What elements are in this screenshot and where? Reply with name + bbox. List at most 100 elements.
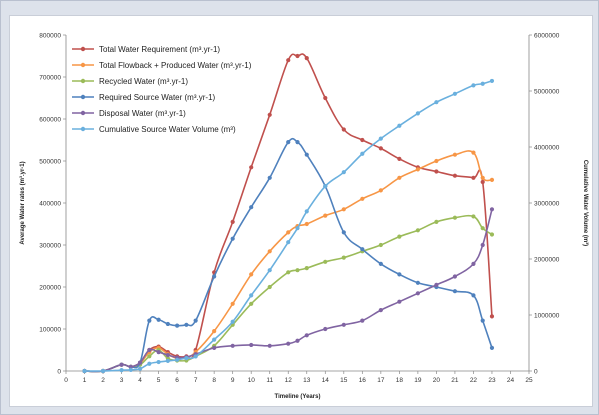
- data-point: [295, 140, 300, 145]
- data-point: [295, 226, 300, 231]
- data-point: [230, 219, 235, 224]
- legend-entry: Cumulative Source Water Volume (m³): [72, 125, 236, 134]
- data-point: [360, 151, 365, 156]
- x-tick-label: 25: [525, 377, 533, 384]
- data-point: [360, 318, 365, 323]
- data-point: [304, 221, 309, 227]
- data-point: [480, 242, 485, 248]
- series-2: [82, 214, 495, 374]
- data-point: [175, 323, 180, 328]
- data-point: [480, 179, 485, 185]
- y-tick-label: 600000: [39, 116, 61, 123]
- data-point: [471, 214, 476, 219]
- data-point: [147, 347, 152, 353]
- legend-entry: Disposal Water (m³.yr-1): [72, 109, 186, 118]
- x-tick-label: 18: [396, 377, 404, 384]
- data-point: [137, 366, 143, 371]
- y2-tick-label: 1000000: [534, 312, 560, 319]
- data-point: [128, 364, 133, 369]
- data-point: [341, 207, 346, 212]
- y2-tick-label: 2000000: [534, 256, 560, 263]
- data-point: [378, 188, 383, 193]
- y-tick-label: 400000: [39, 200, 61, 207]
- data-point: [415, 111, 420, 116]
- data-point: [415, 167, 420, 172]
- data-point: [212, 337, 217, 342]
- y-tick-label: 200000: [39, 284, 61, 291]
- data-point: [165, 352, 170, 358]
- data-point: [323, 184, 328, 189]
- data-point: [295, 268, 300, 273]
- data-point: [471, 261, 476, 266]
- data-point: [341, 230, 346, 235]
- legend-marker: [80, 110, 86, 116]
- data-point: [489, 232, 495, 237]
- data-point: [360, 196, 365, 201]
- data-point: [286, 270, 291, 275]
- series-line: [84, 214, 493, 373]
- legend-entry: Required Source Water (m³.yr-1): [72, 93, 216, 102]
- data-point: [323, 213, 328, 218]
- data-point: [193, 354, 198, 359]
- legend-marker: [80, 78, 86, 84]
- data-point: [397, 234, 402, 239]
- y-tick-label: 700000: [39, 74, 61, 81]
- data-point: [267, 268, 272, 273]
- data-point: [323, 259, 328, 264]
- y2-tick-label: 3000000: [534, 200, 560, 207]
- data-point: [489, 345, 495, 350]
- legend-label: Total Flowback + Produced Water (m³.yr-1…: [99, 61, 252, 70]
- data-point: [341, 322, 346, 327]
- data-point: [119, 362, 124, 367]
- data-point: [267, 112, 272, 117]
- data-point: [304, 266, 309, 271]
- x-tick-label: 19: [414, 377, 422, 384]
- x-tick-label: 11: [266, 377, 273, 384]
- data-point: [471, 83, 476, 88]
- data-point: [230, 319, 235, 324]
- x-tick-label: 22: [470, 377, 478, 384]
- x-tick-label: 13: [303, 377, 311, 384]
- x-tick-label: 14: [322, 377, 330, 384]
- legend-marker: [80, 46, 86, 52]
- data-point: [119, 368, 124, 373]
- data-point: [286, 140, 291, 145]
- data-point: [397, 175, 402, 180]
- data-point: [480, 318, 485, 323]
- x-tick-label: 24: [507, 377, 515, 384]
- y2-tick-label: 6000000: [534, 32, 560, 39]
- x-tick-label: 20: [433, 377, 441, 384]
- data-point: [212, 329, 217, 334]
- legend-label: Disposal Water (m³.yr-1): [99, 109, 186, 118]
- data-point: [184, 322, 189, 327]
- data-point: [230, 236, 235, 241]
- legend-entry: Total Water Requirement (m³.yr-1): [72, 45, 220, 54]
- y-tick-label: 300000: [39, 242, 61, 249]
- data-point: [471, 293, 476, 298]
- chart-axes: 0 1 2 3 4 5 6 7 8 9 10 11 12 13 14 15 16 17 18 19 20 21 22 23 24…: [19, 32, 589, 400]
- data-point: [249, 301, 254, 306]
- data-point: [295, 338, 300, 343]
- y-tick-label: 800000: [39, 32, 61, 39]
- x-tick-label: 6: [175, 377, 179, 384]
- x-tick-label: 15: [340, 377, 348, 384]
- y2-axis-title: Cumulative Water Volume (m³): [582, 160, 589, 246]
- legend-label: Total Water Requirement (m³.yr-1): [99, 45, 220, 54]
- data-point: [480, 81, 485, 86]
- series-line: [84, 137, 493, 373]
- data-point: [156, 359, 161, 365]
- data-point: [286, 240, 291, 245]
- data-point: [341, 170, 346, 175]
- data-point: [378, 308, 383, 313]
- data-point: [304, 209, 309, 214]
- x-tick-label: 23: [488, 377, 496, 384]
- data-point: [295, 53, 300, 59]
- data-point: [360, 247, 365, 252]
- data-point: [452, 289, 458, 294]
- data-point: [434, 219, 439, 224]
- data-point: [434, 100, 439, 105]
- line-chart: 0 1 2 3 4 5 6 7 8 9 10 11 12 13 14 15 16 17 18 19 20 21 22 23 24…: [19, 32, 589, 400]
- x-tick-label: 4: [138, 377, 142, 384]
- data-point: [304, 152, 309, 157]
